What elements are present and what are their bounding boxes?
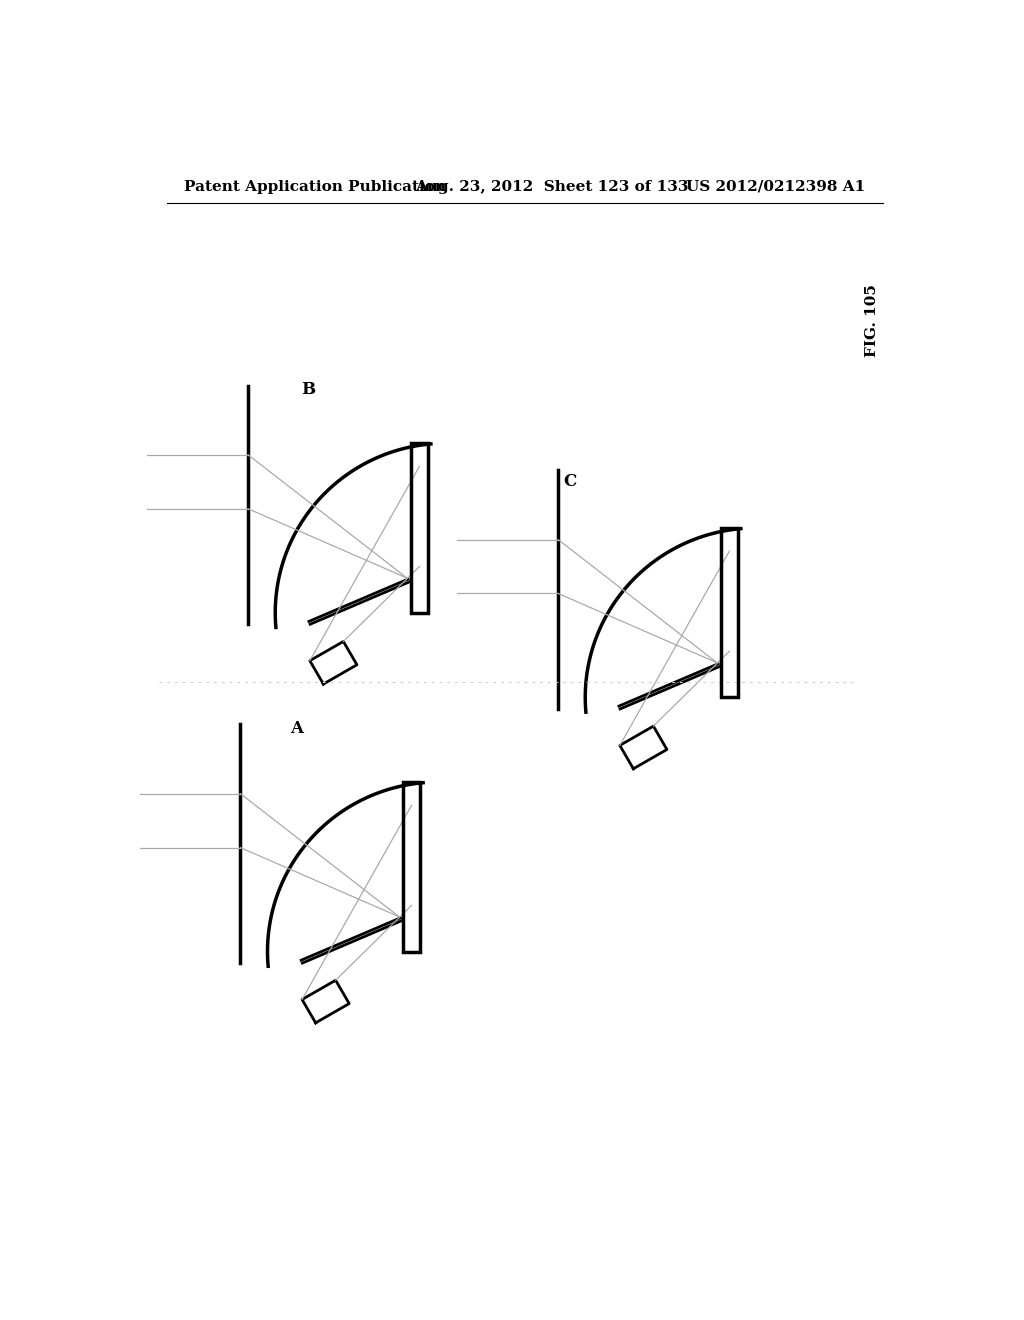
Bar: [403, 781, 420, 952]
Bar: [411, 444, 428, 612]
Text: B: B: [301, 381, 315, 397]
Text: US 2012/0212398 A1: US 2012/0212398 A1: [686, 180, 865, 194]
Bar: [721, 528, 738, 697]
Text: FIG. 105: FIG. 105: [865, 284, 879, 356]
Text: Patent Application Publication: Patent Application Publication: [183, 180, 445, 194]
Text: Aug. 23, 2012  Sheet 123 of 133: Aug. 23, 2012 Sheet 123 of 133: [415, 180, 688, 194]
Text: C: C: [563, 474, 577, 490]
Text: A: A: [291, 719, 303, 737]
